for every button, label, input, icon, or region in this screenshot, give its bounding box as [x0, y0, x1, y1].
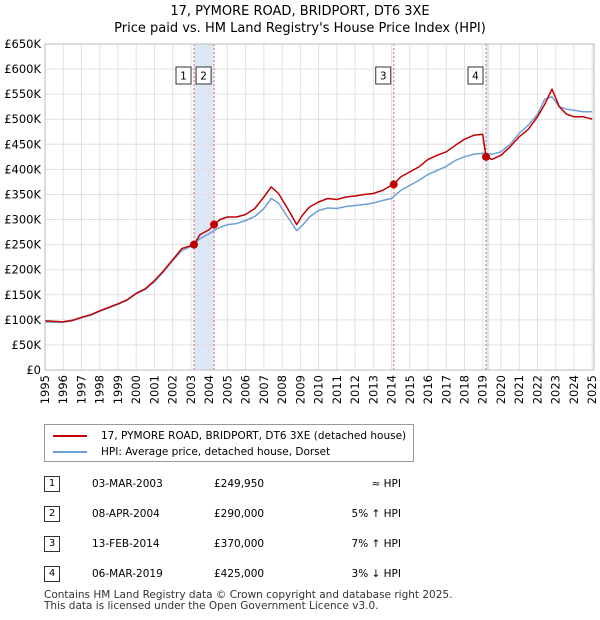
sale-price: £425,000 — [214, 568, 265, 580]
y-tick-label: £350K — [4, 187, 41, 201]
sale-price: £249,950 — [214, 478, 265, 490]
x-tick-label: 2015 — [403, 375, 417, 404]
y-tick-label: £550K — [4, 87, 41, 101]
y-tick-label: £650K — [4, 37, 41, 51]
x-tick-label: 2003 — [184, 375, 198, 404]
footer: Contains HM Land Registry data © Crown c… — [44, 590, 452, 612]
y-tick-label: £400K — [4, 162, 41, 176]
y-tick-label: £450K — [4, 137, 41, 151]
x-tick-label: 2023 — [549, 375, 563, 404]
sale-date: 13-FEB-2014 — [92, 538, 160, 550]
x-tick-label: 2012 — [348, 375, 362, 404]
x-tick-label: 2016 — [421, 375, 435, 404]
legend: 17, PYMORE ROAD, BRIDPORT, DT6 3XE (deta… — [44, 424, 414, 462]
legend-swatch-hpi — [53, 451, 87, 453]
footer-licence: This data is licensed under the Open Gov… — [44, 600, 379, 612]
sale-hpi-comparison: 3% ↓ HPI — [351, 568, 401, 580]
x-tick-label: 1999 — [111, 375, 125, 404]
y-tick-label: £150K — [4, 288, 41, 302]
sale-marker-box — [375, 66, 392, 85]
sale-marker-dot — [389, 180, 398, 189]
y-tick-label: £200K — [4, 263, 41, 277]
sale-row: 1 03-MAR-2003 £249,950 ≈ HPI — [44, 476, 564, 494]
sale-hpi-comparison: 5% ↑ HPI — [351, 508, 401, 520]
sale-marker-label: 4 — [472, 71, 479, 83]
x-tick-label: 2014 — [385, 375, 399, 404]
chart-title: 17, PYMORE ROAD, BRIDPORT, DT6 3XE — [170, 4, 430, 19]
plot-frame — [44, 43, 595, 371]
sale-row: 4 06-MAR-2019 £425,000 3% ↓ HPI — [44, 566, 564, 584]
x-tick-label: 2011 — [330, 375, 344, 404]
x-tick-label: 2001 — [147, 375, 161, 404]
x-tick-label: 2000 — [129, 375, 143, 404]
y-tick-labels: £0 £50K £100K £150K £200K £250K £300K £350K £400… — [4, 37, 41, 377]
legend-label-hpi: HPI: Average price, detached house, Dors… — [101, 446, 331, 458]
x-tick-label: 2006 — [239, 375, 253, 404]
sale-marker-box — [467, 66, 484, 85]
sale-marker-box — [195, 66, 212, 85]
x-tick-label: 2005 — [220, 375, 234, 404]
sale-price: £370,000 — [214, 538, 265, 550]
sale-number-badge: 2 — [44, 506, 60, 522]
chart-subtitle: Price paid vs. HM Land Registry's House … — [114, 21, 486, 36]
price-chart: £0 £50K £100K £150K £200K £250K £300K £350K £400… — [4, 37, 599, 404]
x-tick-label: 2004 — [202, 375, 216, 404]
series-lines — [44, 88, 593, 324]
footer-copyright: Contains HM Land Registry data © Crown c… — [44, 589, 453, 601]
sale-marker-label: 2 — [200, 71, 207, 83]
x-tick-label: 2024 — [567, 375, 581, 404]
shaded-region — [194, 44, 215, 370]
y-tick-label: £600K — [4, 62, 41, 76]
x-tick-label: 2008 — [275, 375, 289, 404]
gridlines — [44, 43, 594, 371]
sale-hpi-comparison: ≈ HPI — [371, 478, 401, 490]
price-paid-line — [44, 88, 593, 323]
x-tick-label: 2018 — [458, 375, 472, 404]
y-tick-label: £300K — [4, 213, 41, 227]
sale-marker-dot — [210, 220, 219, 229]
sale-number-badge: 1 — [44, 476, 60, 492]
x-tick-label: 1998 — [93, 375, 107, 404]
sale-row: 2 08-APR-2004 £290,000 5% ↑ HPI — [44, 506, 564, 524]
x-tick-labels: 1995 1996 1997 1998 1999 2000 2001 2002 2003 2004… — [38, 375, 599, 404]
shaded-region — [486, 44, 490, 370]
sale-price: £290,000 — [214, 508, 265, 520]
y-tick-label: £100K — [4, 313, 41, 327]
x-tick-label: 2019 — [476, 375, 490, 404]
sale-number-badge: 4 — [44, 566, 60, 582]
x-tick-label: 2022 — [530, 375, 544, 404]
x-tick-label: 2010 — [312, 375, 326, 404]
legend-swatch-property — [53, 435, 87, 437]
x-tick-label: 1997 — [74, 375, 88, 404]
sale-number-badge: 3 — [44, 536, 60, 552]
sale-vlines — [193, 44, 487, 370]
sale-hpi-comparison: 7% ↑ HPI — [351, 538, 401, 550]
y-tick-label: £250K — [4, 238, 41, 252]
legend-label-property: 17, PYMORE ROAD, BRIDPORT, DT6 3XE (deta… — [101, 430, 407, 442]
sale-marker-dot — [482, 152, 491, 161]
y-tick-label: £500K — [4, 112, 41, 126]
sale-marker-label: 3 — [380, 71, 387, 83]
x-tick-label: 2002 — [166, 375, 180, 404]
x-tick-label: 1996 — [56, 375, 70, 404]
sale-date: 08-APR-2004 — [92, 508, 160, 520]
x-tick-label: 2013 — [366, 375, 380, 404]
sale-marker-box — [175, 66, 192, 85]
x-tick-label: 2017 — [439, 375, 453, 404]
sale-date: 06-MAR-2019 — [92, 568, 163, 580]
x-tick-label: 2007 — [257, 375, 271, 404]
x-tick-label: 2025 — [585, 375, 599, 404]
x-tick-label: 2009 — [293, 375, 307, 404]
sale-markers: 1 2 3 4 — [175, 66, 491, 249]
sale-date: 03-MAR-2003 — [92, 478, 163, 490]
y-tick-label: £0 — [26, 363, 41, 377]
y-tick-label: £50K — [12, 338, 42, 352]
sale-marker-label: 1 — [180, 71, 187, 83]
x-tick-label: 2020 — [494, 375, 508, 404]
sale-marker-dot — [190, 240, 199, 249]
x-tick-label: 1995 — [38, 375, 52, 404]
x-tick-label: 2021 — [512, 375, 526, 404]
sale-row: 3 13-FEB-2014 £370,000 7% ↑ HPI — [44, 536, 564, 554]
